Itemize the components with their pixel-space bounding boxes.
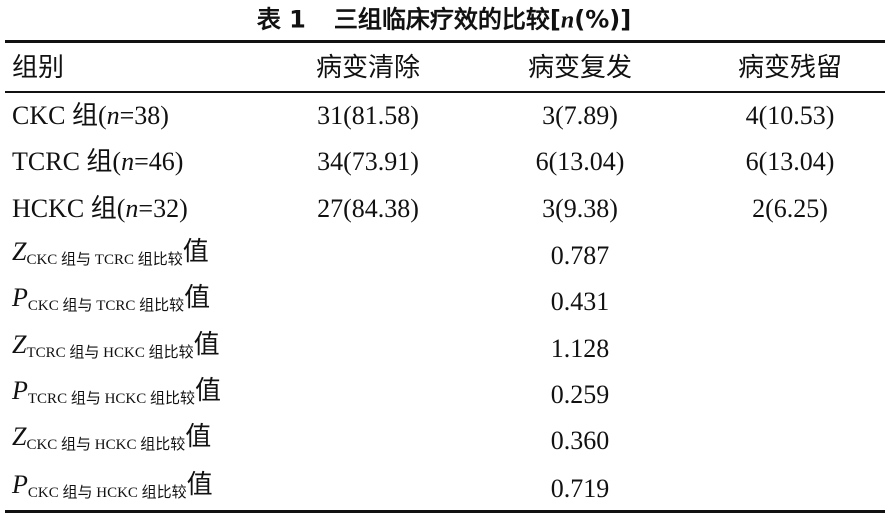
stat-symbol: Z <box>12 422 27 451</box>
cell-text: 6(13.04) <box>745 147 835 176</box>
stat-value: 0.719 <box>551 474 610 504</box>
stat-suffix: 值 <box>195 376 222 405</box>
cell-text: 31(81.58) <box>317 101 419 130</box>
stat-symbol: Z <box>12 237 27 266</box>
group-text: n <box>125 194 139 223</box>
data-cell: 3(7.89) <box>542 101 618 131</box>
group-text: =38) <box>119 101 169 130</box>
bottom-rule <box>5 510 885 513</box>
stat-label: ZCKC 组与 TCRC 组比较值 <box>12 237 209 275</box>
stat-value-text: 0.787 <box>550 241 610 270</box>
table-title: 表 1 三组临床疗效的比较[n(%)] <box>257 5 631 36</box>
header-cell: 病变清除 <box>316 53 420 83</box>
cell-text: 27(84.38) <box>317 194 419 223</box>
stat-label: PTCRC 组与 HCKC 组比较值 <box>12 376 221 414</box>
stat-suffix: 值 <box>182 237 209 266</box>
data-cell: 6(13.04) <box>536 147 625 177</box>
cell-text: 3(7.89) <box>542 101 618 130</box>
group-text: CKC 组( <box>12 101 107 130</box>
group-cell: TCRC 组(n=46) <box>12 147 183 177</box>
cell-text: 6(13.04) <box>535 147 625 176</box>
stat-value-text: 0.360 <box>550 426 610 455</box>
stat-suffix: 值 <box>186 470 213 499</box>
stat-suffix: 值 <box>193 330 220 359</box>
title-label: 表 1 <box>256 5 306 34</box>
data-cell: 6(13.04) <box>746 147 835 177</box>
header-cell: 病变残留 <box>738 53 842 83</box>
group-text: n <box>121 147 135 176</box>
stat-subscript: CKC 组与 TCRC 组比较 <box>27 298 185 314</box>
data-cell: 34(73.91) <box>317 147 419 177</box>
data-cell: 4(10.53) <box>746 101 835 131</box>
data-cell: 27(84.38) <box>317 194 419 224</box>
stat-value: 0.360 <box>551 426 610 456</box>
stat-symbol: P <box>12 470 28 499</box>
group-text: n <box>106 101 120 130</box>
header-text: 病变复发 <box>527 53 633 82</box>
title-var: n <box>560 7 575 34</box>
cell-text: 4(10.53) <box>745 101 835 130</box>
stat-value-text: 0.259 <box>550 380 610 409</box>
data-cell: 31(81.58) <box>317 101 419 131</box>
stat-value: 0.259 <box>551 380 610 410</box>
stat-value-text: 0.719 <box>550 474 610 503</box>
group-text: =46) <box>134 147 184 176</box>
header-text: 病变清除 <box>315 53 421 82</box>
stat-label: PCKC 组与 HCKC 组比较值 <box>12 470 213 508</box>
top-rule <box>5 40 885 43</box>
group-text: HCKC 组( <box>12 194 126 223</box>
stat-value: 1.128 <box>551 334 610 364</box>
title-text: 三组临床疗效的比较[ <box>333 5 561 34</box>
stat-suffix: 值 <box>185 422 212 451</box>
cell-text: 34(73.91) <box>317 147 419 176</box>
stat-value: 0.787 <box>551 241 610 271</box>
title-suffix: (%)] <box>574 5 632 34</box>
header-text: 组别 <box>12 53 65 82</box>
stat-subscript: TCRC 组与 HCKC 组比较 <box>27 391 195 407</box>
cell-text: 3(9.38) <box>542 194 618 223</box>
data-cell: 2(6.25) <box>752 194 828 224</box>
stat-symbol: Z <box>12 330 27 359</box>
stat-label: ZTCRC 组与 HCKC 组比较值 <box>12 330 220 368</box>
stat-symbol: P <box>12 376 28 405</box>
group-cell: HCKC 组(n=32) <box>12 194 188 224</box>
header-cell: 组别 <box>12 53 64 83</box>
cell-text: 2(6.25) <box>752 194 828 223</box>
stat-subscript: CKC 组与 HCKC 组比较 <box>27 485 187 501</box>
stat-symbol: P <box>12 283 28 312</box>
stat-value-text: 0.431 <box>550 287 610 316</box>
group-text: =32) <box>138 194 188 223</box>
stat-value-text: 1.128 <box>550 334 610 363</box>
stat-subscript: TCRC 组与 HCKC 组比较 <box>26 345 194 361</box>
stat-subscript: CKC 组与 HCKC 组比较 <box>26 437 186 453</box>
stat-label: ZCKC 组与 HCKC 组比较值 <box>12 422 211 460</box>
header-cell: 病变复发 <box>528 53 632 83</box>
stat-suffix: 值 <box>184 283 211 312</box>
stat-subscript: CKC 组与 TCRC 组比较 <box>26 252 183 268</box>
group-cell: CKC 组(n=38) <box>12 101 169 131</box>
stat-value: 0.431 <box>551 287 610 317</box>
stat-label: PCKC 组与 TCRC 组比较值 <box>12 283 210 321</box>
group-text: TCRC 组( <box>12 147 122 176</box>
data-cell: 3(9.38) <box>542 194 618 224</box>
header-rule <box>5 91 885 93</box>
header-text: 病变残留 <box>737 53 843 82</box>
